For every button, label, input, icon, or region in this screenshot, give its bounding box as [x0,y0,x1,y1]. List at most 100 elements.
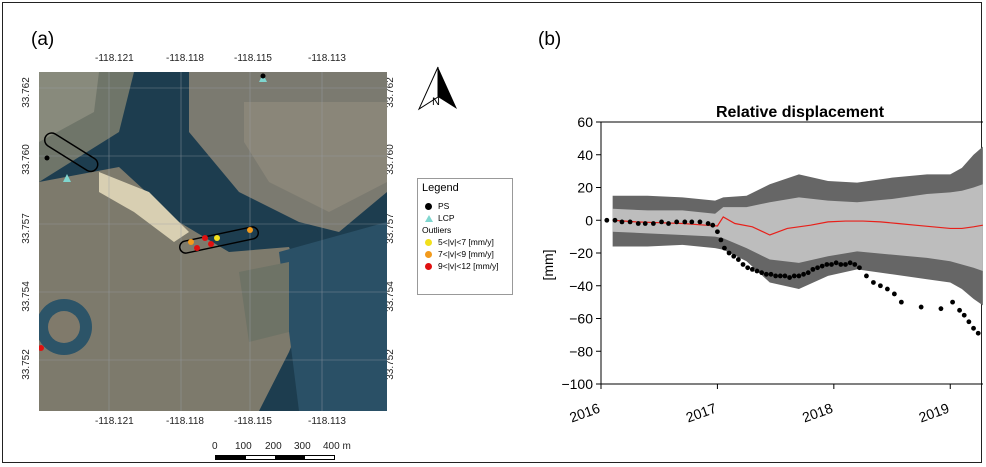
data-point [796,273,802,279]
map-bottom-tick: -118.113 [308,416,346,427]
data-point [763,271,769,277]
data-point [689,219,695,225]
data-point [864,273,869,279]
legend-item-lcp: LCP [425,212,508,224]
data-point [871,280,876,285]
map-top-tick: -118.113 [308,53,346,64]
data-point [754,268,760,274]
y-tick-label: −40 [569,278,593,294]
data-point [791,273,797,279]
north-label: N [432,96,440,108]
data-point [801,271,806,277]
data-point [857,265,862,271]
map-bottom-tick: -118.115 [234,416,272,427]
data-point [852,262,858,267]
scale-label: 100 [235,441,252,452]
map-left-tick: 33.754 [20,281,32,312]
data-point [833,260,839,266]
data-point [898,299,904,305]
legend-item-outlier: 9<|v|<12 [mm/y] [425,260,508,272]
data-point [745,265,751,271]
mean-line [612,216,983,236]
scale-bar [215,455,335,460]
data-point [950,299,955,305]
panel-label-a: (a) [31,29,55,50]
y-tick-label: −80 [569,343,593,359]
y-tick-label: 0 [585,212,593,228]
data-point [612,217,618,223]
lcp-triangle-icon [425,214,433,222]
yellow-dot-icon [425,238,432,246]
y-tick-label: 60 [577,114,593,130]
data-point [961,312,967,318]
data-point [759,270,765,276]
data-point [674,219,680,225]
map-top-tick: -118.115 [234,53,272,64]
data-point [891,291,897,297]
data-point [722,245,727,251]
data-point [824,262,830,267]
legend-subtitle: Outliers [422,225,452,235]
ps-dot-icon [425,202,432,210]
data-point [847,260,853,266]
data-point [627,219,633,225]
data-point [635,221,641,226]
data-point [810,266,816,272]
data-point [726,250,732,256]
data-point [884,286,890,292]
x-tick-label: 2017 [684,400,719,426]
plot-area: 60 40 20 0 −20 −40 −60 −80 −100 2016 2017 2018 2019 [561,114,983,425]
map-legend: Legend PS LCP Outliers 5<|v|<7 [mm/y] 7<… [417,178,513,295]
scale-label: 300 [294,441,311,452]
data-point [878,283,883,289]
chart-title: Relative displacement [716,104,885,121]
map-top-tick: -118.118 [166,53,204,64]
data-point [604,217,610,223]
y-tick-label: 20 [577,180,593,196]
data-point [957,307,962,313]
north-arrow-icon [417,66,457,111]
data-point [768,271,774,277]
map-left-tick: 33.760 [20,144,32,175]
data-point [735,257,741,262]
chart-ylabel: [mm] [543,249,556,280]
legend-item-outlier: 7<|v|<9 [mm/y] [425,248,508,260]
scale-label: 0 [212,441,218,452]
data-point [815,265,820,271]
data-point [715,229,720,235]
x-tick-label: 2018 [800,400,835,426]
data-point [650,221,656,226]
data-point [705,221,711,226]
x-tick-label: 2019 [917,400,952,426]
panel-label-b: (b) [538,29,562,50]
map-bottom-tick: -118.121 [95,416,134,427]
scale-label: 200 [265,441,282,452]
legend-item-ps: PS [425,200,508,212]
data-point [777,273,783,279]
y-tick-label: −100 [561,376,593,392]
data-point [938,306,944,312]
data-point [682,219,688,225]
data-point [787,275,792,280]
y-tick-label: 40 [577,147,593,163]
data-point [740,262,746,267]
data-point [731,253,737,259]
map-left-tick: 33.762 [20,77,32,108]
legend-item-outlier: 5<|v|<7 [mm/y] [425,236,508,248]
aerial-map-drawing [39,72,387,411]
data-point [843,262,848,267]
data-point [782,273,788,279]
inner-band [612,184,983,272]
data-point [975,330,981,336]
aerial-map [39,72,387,411]
data-point [666,221,671,226]
orange-dot-icon [425,250,432,258]
legend-title: Legend [422,182,459,194]
data-point [966,319,972,325]
data-point [971,325,976,331]
data-point [838,262,844,267]
y-tick-label: −60 [569,311,593,327]
data-point [710,222,716,228]
x-tick-label: 2016 [567,400,602,426]
